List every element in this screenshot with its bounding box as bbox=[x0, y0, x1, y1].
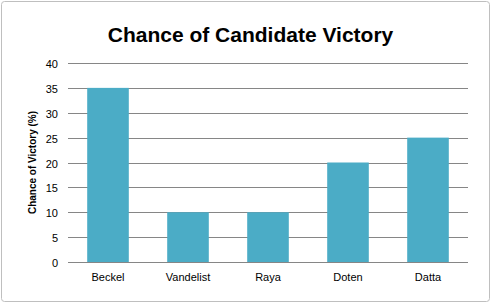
y-tick-label: 40 bbox=[46, 58, 58, 70]
y-tick-label: 25 bbox=[46, 133, 58, 145]
x-tick-label: Vandelist bbox=[166, 271, 210, 283]
x-axis-line bbox=[68, 262, 468, 263]
y-tick-label: 20 bbox=[46, 158, 58, 170]
chart-svg: Chance of Candidate Victory Chance of Vic… bbox=[0, 0, 491, 303]
x-tick-label: Raya bbox=[255, 271, 282, 283]
y-tick-label: 5 bbox=[52, 232, 58, 244]
bar bbox=[87, 88, 129, 262]
bar bbox=[247, 212, 289, 262]
x-tick-label: Beckel bbox=[91, 271, 124, 283]
grid bbox=[68, 64, 468, 263]
y-tick-label: 15 bbox=[46, 182, 58, 194]
y-tick-label: 30 bbox=[46, 108, 58, 120]
bars bbox=[87, 88, 449, 262]
chart-title: Chance of Candidate Victory bbox=[108, 23, 394, 46]
bar bbox=[327, 163, 369, 263]
bar bbox=[167, 212, 209, 262]
x-tick-label: Datta bbox=[415, 271, 442, 283]
y-tick-label: 10 bbox=[46, 207, 58, 219]
chart-container: Chance of Candidate Victory Chance of Vic… bbox=[0, 0, 491, 303]
grid-line bbox=[68, 63, 468, 64]
x-tick-label: Doten bbox=[333, 271, 362, 283]
bar bbox=[407, 138, 449, 262]
y-tick-label: 0 bbox=[52, 257, 58, 269]
chart-frame bbox=[2, 2, 490, 302]
y-tick-label: 35 bbox=[46, 83, 58, 95]
y-axis-label: Chance of Victory (%) bbox=[27, 111, 38, 214]
grid-line bbox=[68, 262, 468, 263]
